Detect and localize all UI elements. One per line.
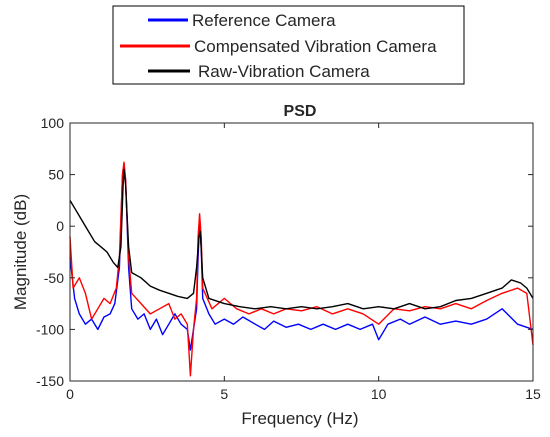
x-tick-label: 5 xyxy=(220,386,228,402)
legend-label-3: Raw-Vibration Camera xyxy=(198,62,370,81)
y-axis-label: Magnitude (dB) xyxy=(11,194,30,310)
series-layer xyxy=(69,161,534,377)
series-line-3 xyxy=(69,168,534,310)
y-tick-label: 100 xyxy=(41,115,65,131)
plot-area xyxy=(70,123,533,381)
y-tick-label: 50 xyxy=(48,167,64,183)
legend-label-1: Reference Camera xyxy=(192,11,336,30)
y-tick-label: 0 xyxy=(56,218,64,234)
x-tick-label: 0 xyxy=(66,386,74,402)
axes: 0 5 10 15 -150 -100 -50 0 50 100 xyxy=(36,115,541,402)
y-tick-label: -100 xyxy=(36,321,64,337)
x-tick-label: 10 xyxy=(371,386,387,402)
legend-label-2: Compensated Vibration Camera xyxy=(194,37,437,56)
legend: Reference Camera Compensated Vibration Ca… xyxy=(112,5,465,85)
chart-title: PSD xyxy=(284,103,317,120)
y-tick-label: -50 xyxy=(44,270,64,286)
x-tick-label: 15 xyxy=(525,386,541,402)
x-axis-label: Frequency (Hz) xyxy=(241,409,358,428)
y-tick-label: -150 xyxy=(36,373,64,389)
axes-frame xyxy=(69,122,534,382)
